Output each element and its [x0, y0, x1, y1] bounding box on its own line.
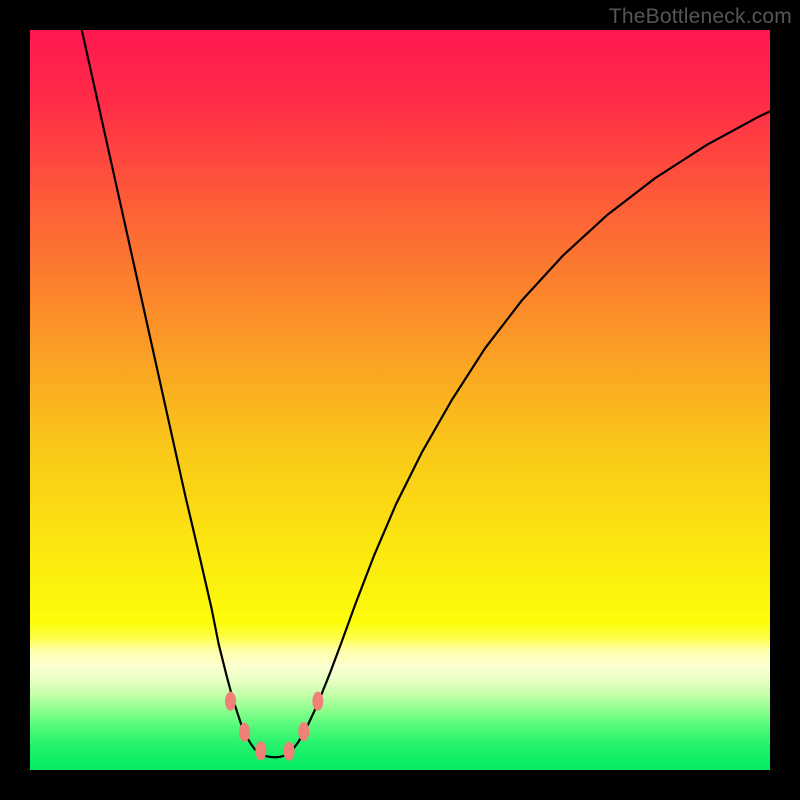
marker-point	[284, 742, 294, 760]
marker-point	[313, 692, 323, 710]
marker-point	[240, 723, 250, 741]
marker-point	[256, 742, 266, 760]
bottleneck-chart	[30, 30, 770, 770]
chart-svg	[30, 30, 770, 770]
watermark-text: TheBottleneck.com	[609, 5, 792, 29]
gradient-background	[30, 30, 770, 770]
marker-point	[299, 723, 309, 741]
marker-point	[226, 692, 236, 710]
